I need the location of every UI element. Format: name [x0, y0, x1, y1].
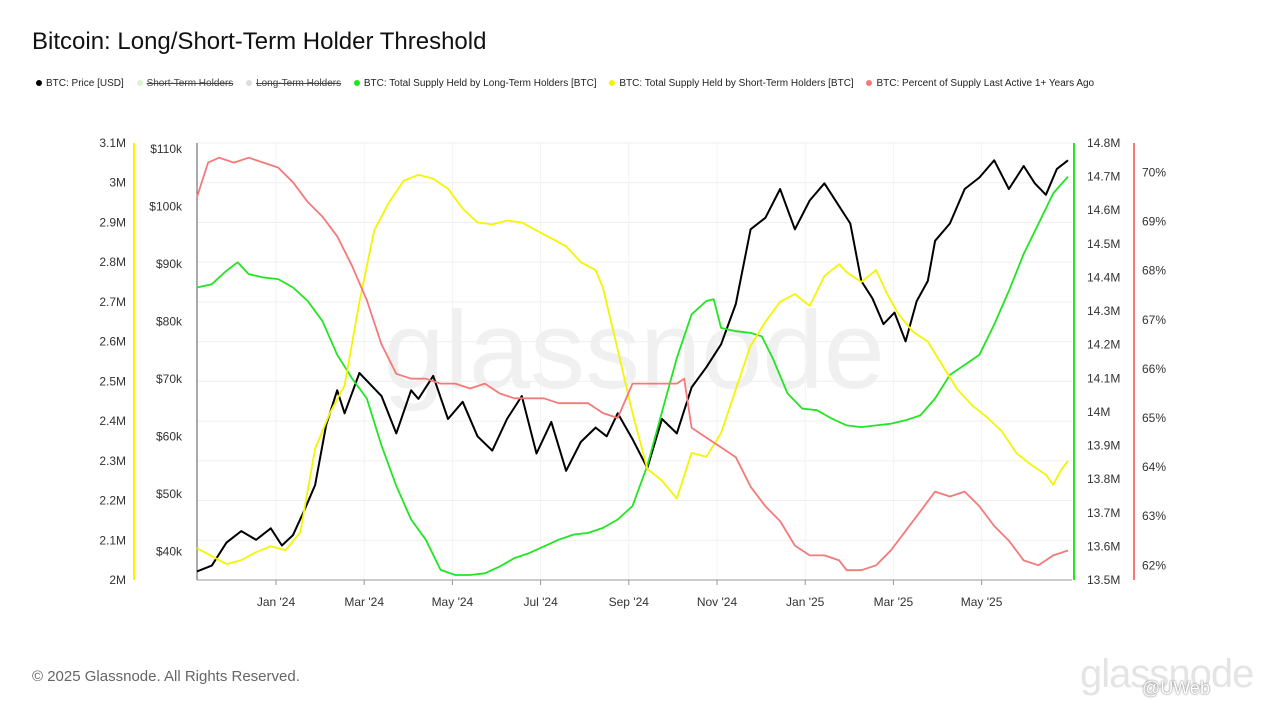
y-tick-label-lth: 13.6M	[1087, 539, 1120, 553]
legend-label: BTC: Total Supply Held by Long-Term Hold…	[363, 78, 597, 89]
y-tick-label-sth: 2M	[109, 573, 126, 587]
y-tick-label-sth: 2.7M	[99, 295, 126, 309]
y-tick-label-lth: 14.4M	[1087, 270, 1120, 284]
y-tick-label-pct: 69%	[1142, 215, 1166, 229]
y-tick-label-sth: 2.5M	[99, 374, 126, 388]
y-tick-label-price: $100k	[149, 199, 183, 213]
series-line-pct-1y-active	[196, 156, 1069, 572]
x-tick-label: Sep '24	[609, 595, 650, 609]
legend-item-lth-supply[interactable]: BTC: Total Supply Held by Long-Term Hold…	[353, 78, 597, 89]
x-tick-label: Mar '24	[344, 595, 384, 609]
y-tick-label-lth: 14.1M	[1087, 371, 1120, 385]
series-line-lth-supply-btc	[196, 176, 1069, 576]
copyright-footer: © 2025 Glassnode. All Rights Reserved.	[32, 668, 300, 685]
y-tick-label-lth: 13.9M	[1087, 439, 1120, 453]
y-tick-label-lth: 14.3M	[1087, 304, 1120, 318]
legend-marker	[36, 80, 42, 87]
legend-label: Short-Term Holders	[146, 78, 234, 89]
y-tick-label-price: $110k	[150, 142, 183, 156]
uweb-badge: @UWeb	[1142, 678, 1210, 698]
legend-item-lth[interactable]: Long-Term Holders	[246, 78, 341, 89]
y-tick-label-price: $70k	[156, 372, 183, 386]
y-tick-label-pct: 70%	[1142, 165, 1166, 179]
y-tick-label-lth: 14M	[1087, 405, 1110, 419]
y-tick-label-pct: 68%	[1142, 264, 1166, 278]
chart-title: Bitcoin: Long/Short-Term Holder Threshol…	[32, 28, 487, 55]
y-tick-label-sth: 2.1M	[99, 533, 126, 547]
y-tick-label-lth: 14.7M	[1087, 170, 1120, 184]
legend-marker	[866, 80, 873, 87]
y-tick-label-sth: 2.9M	[99, 215, 126, 229]
series-line-price-usd	[196, 159, 1069, 573]
y-tick-label-sth: 3M	[109, 176, 126, 190]
legend-label: BTC: Percent of Supply Last Active 1+ Ye…	[876, 78, 1095, 89]
x-tick-label: Mar '25	[874, 595, 914, 609]
y-tick-label-lth: 13.7M	[1087, 506, 1120, 520]
y-tick-label-lth: 14.2M	[1087, 338, 1120, 352]
x-tick-label: Nov '24	[697, 595, 738, 609]
y-tick-label-pct: 63%	[1142, 509, 1166, 523]
legend-item-sth-supply[interactable]: BTC: Total Supply Held by Short-Term Hol…	[609, 78, 854, 89]
y-tick-label-lth: 14.6M	[1087, 203, 1120, 217]
y-tick-label-pct: 64%	[1142, 460, 1166, 474]
legend-label: BTC: Total Supply Held by Short-Term Hol…	[619, 78, 854, 89]
y-tick-label-pct: 66%	[1142, 362, 1166, 376]
x-tick-label: Jan '25	[786, 595, 825, 609]
x-tick-label: Jan '24	[257, 595, 296, 609]
legend-label: BTC: Price [USD]	[46, 78, 124, 89]
y-tick-label-pct: 67%	[1142, 313, 1166, 327]
y-tick-label-sth: 2.4M	[99, 414, 126, 428]
legend-label: Long-Term Holders	[256, 78, 342, 89]
glassnode-logo: glassnode	[1080, 652, 1254, 696]
y-tick-label-lth: 14.5M	[1087, 237, 1120, 251]
legend-item-pct-active[interactable]: BTC: Percent of Supply Last Active 1+ Ye…	[866, 78, 1094, 89]
legend-marker	[136, 80, 143, 87]
legend-marker	[246, 80, 253, 87]
watermark-text: glassnode	[383, 289, 885, 412]
y-tick-label-pct: 62%	[1142, 558, 1166, 572]
y-tick-label-price: $80k	[156, 314, 183, 328]
y-tick-label-sth: 3.1M	[99, 136, 126, 150]
legend-item-sth[interactable]: Short-Term Holders	[136, 78, 234, 89]
legend-item-price[interactable]: BTC: Price [USD]	[36, 78, 124, 89]
y-tick-label-sth: 2.6M	[99, 335, 126, 349]
y-tick-label-price: $40k	[156, 544, 183, 558]
y-tick-label-price: $50k	[156, 487, 183, 501]
x-tick-label: May '24	[432, 595, 474, 609]
y-tick-label-lth: 14.8M	[1087, 136, 1120, 150]
y-tick-label-lth: 13.5M	[1087, 573, 1120, 587]
y-tick-label-lth: 13.8M	[1087, 472, 1120, 486]
legend-marker	[609, 80, 616, 87]
y-tick-label-sth: 2.3M	[99, 454, 126, 468]
y-tick-label-price: $90k	[156, 257, 183, 271]
x-tick-label: Jul '24	[523, 595, 558, 609]
y-tick-label-sth: 2.2M	[99, 494, 126, 508]
legend-marker	[353, 80, 360, 87]
chart-legend: BTC: Price [USD] Short-Term Holders Long…	[36, 78, 1104, 89]
y-tick-label-price: $60k	[156, 429, 183, 443]
x-tick-label: May '25	[961, 595, 1003, 609]
y-tick-label-sth: 2.8M	[99, 255, 126, 269]
y-tick-label-pct: 65%	[1142, 411, 1166, 425]
series-line-sth-supply-btc	[196, 173, 1069, 565]
